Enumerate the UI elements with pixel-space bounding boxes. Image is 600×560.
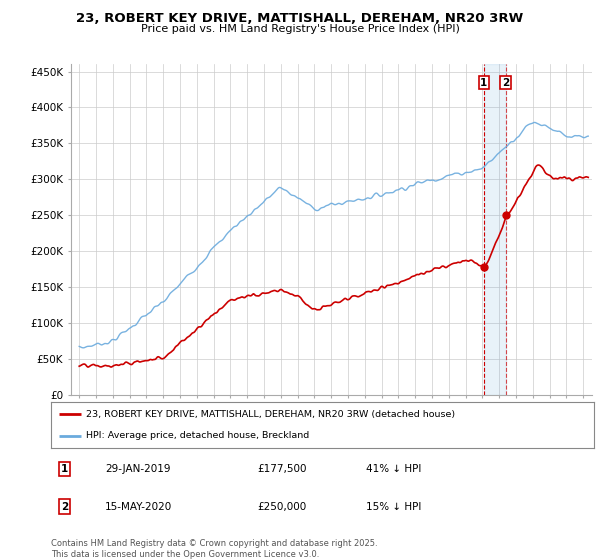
Text: HPI: Average price, detached house, Breckland: HPI: Average price, detached house, Brec… [86, 431, 310, 440]
Text: 2: 2 [61, 502, 68, 511]
Text: Contains HM Land Registry data © Crown copyright and database right 2025.
This d: Contains HM Land Registry data © Crown c… [51, 539, 377, 559]
Text: £250,000: £250,000 [257, 502, 307, 511]
Text: 41% ↓ HPI: 41% ↓ HPI [366, 464, 421, 474]
Text: 2: 2 [502, 78, 509, 87]
Text: 15-MAY-2020: 15-MAY-2020 [106, 502, 173, 511]
Text: 23, ROBERT KEY DRIVE, MATTISHALL, DEREHAM, NR20 3RW: 23, ROBERT KEY DRIVE, MATTISHALL, DEREHA… [76, 12, 524, 25]
Text: 23, ROBERT KEY DRIVE, MATTISHALL, DEREHAM, NR20 3RW (detached house): 23, ROBERT KEY DRIVE, MATTISHALL, DEREHA… [86, 410, 455, 419]
Text: 1: 1 [480, 78, 487, 87]
Text: 15% ↓ HPI: 15% ↓ HPI [366, 502, 421, 511]
Text: £177,500: £177,500 [257, 464, 307, 474]
Text: 1: 1 [61, 464, 68, 474]
Bar [484, 64, 506, 395]
Text: Price paid vs. HM Land Registry's House Price Index (HPI): Price paid vs. HM Land Registry's House … [140, 24, 460, 34]
Text: 29-JAN-2019: 29-JAN-2019 [106, 464, 171, 474]
